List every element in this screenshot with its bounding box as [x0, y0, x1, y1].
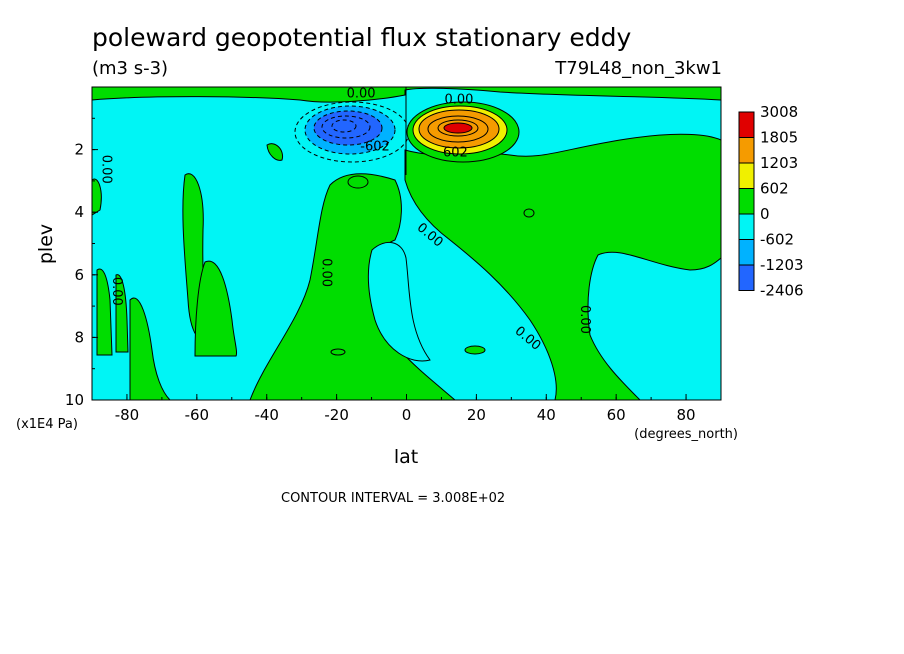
- colorbar-swatch: [738, 188, 755, 215]
- colorbar-label: 1203: [760, 154, 798, 172]
- y-tick-label: 2: [74, 141, 84, 159]
- contour-label: 0.00: [577, 305, 592, 334]
- chart-title: poleward geopotential flux stationary ed…: [92, 23, 631, 52]
- y-axis-ticks: 2 4 6 8 10: [65, 117, 98, 409]
- contour-fragment-4: [523, 208, 535, 218]
- field-negative-inlet: [367, 242, 431, 362]
- contour-label: 0.00: [109, 277, 124, 306]
- y-tick-label: 4: [74, 203, 84, 221]
- positive-contour-inner-2: [437, 119, 479, 137]
- colorbar: 3008 1805 1203 602 0 -602 -1203 -2406: [738, 103, 804, 300]
- contour-label: 0.00: [319, 258, 334, 287]
- run-label: T79L48_non_3kw1: [554, 58, 722, 79]
- colorbar-swatch: [738, 213, 755, 240]
- colorbar-label: -602: [760, 231, 794, 249]
- colorbar-swatch: [738, 264, 755, 291]
- field-positive-region-upper: [92, 87, 721, 103]
- x-tick-label: -60: [185, 406, 210, 424]
- contour-label: -602: [360, 139, 390, 154]
- colorbar-label: -2406: [760, 282, 804, 300]
- colorbar-label: 3008: [760, 103, 798, 121]
- contour-fragment-1: [347, 175, 369, 189]
- field-positive-strip-2: [115, 274, 129, 353]
- x-tick-label: 40: [537, 406, 556, 424]
- x-tick-label: -40: [254, 406, 279, 424]
- x-axis-label: lat: [394, 446, 418, 468]
- positive-contour-inner-1: [427, 115, 489, 143]
- x-tick-label: -80: [115, 406, 140, 424]
- contour-interval: CONTOUR INTERVAL = 3.008E+02: [281, 491, 505, 506]
- contour-label: 0.00: [98, 155, 113, 184]
- field-positive-strip-3: [129, 297, 171, 400]
- y-tick-label: 8: [74, 328, 84, 346]
- x-tick-label: 80: [677, 406, 696, 424]
- colorbar-swatch: [738, 239, 755, 266]
- negative-contour-inner-1: [321, 115, 371, 139]
- field-negative-pocket-right: [587, 251, 721, 400]
- y-axis-units: (x1E4 Pa): [16, 417, 78, 432]
- x-axis-ticks: -80 -60 -40 -20 0 20 40 60 80: [91, 394, 722, 424]
- contour-fragment-3: [464, 345, 486, 355]
- y-tick-label: 10: [65, 391, 84, 409]
- colorbar-swatch: [738, 111, 755, 138]
- negative-band-strong: [313, 110, 383, 146]
- field-positive-blob-6: [92, 178, 102, 216]
- x-tick-label: 0: [402, 406, 412, 424]
- contour-label: 602: [443, 146, 468, 161]
- x-tick-label: 20: [467, 406, 486, 424]
- colorbar-label: 1805: [760, 129, 798, 147]
- chart-units: (m3 s-3): [92, 58, 168, 79]
- contour-fragment-2: [330, 348, 346, 356]
- negative-contour-inner-2: [331, 119, 357, 133]
- colorbar-swatch: [738, 137, 755, 164]
- contour-label: 0.00: [444, 93, 473, 108]
- colorbar-label: 0: [760, 205, 770, 223]
- colorbar-swatch: [738, 162, 755, 189]
- colorbar-label: 602: [760, 180, 789, 198]
- colorbar-label: -1203: [760, 256, 804, 274]
- field-positive-strip-1: [96, 268, 113, 356]
- positive-band-red: [443, 122, 473, 134]
- field-positive-blob-7: [266, 143, 284, 161]
- field-positive-blob-5: [194, 260, 237, 357]
- x-tick-label: -20: [324, 406, 349, 424]
- y-axis-label: plev: [35, 224, 57, 264]
- y-tick-label: 6: [74, 266, 84, 284]
- contour-label: 0.00: [347, 86, 376, 101]
- x-tick-label: 60: [607, 406, 626, 424]
- x-axis-units: (degrees_north): [634, 427, 738, 442]
